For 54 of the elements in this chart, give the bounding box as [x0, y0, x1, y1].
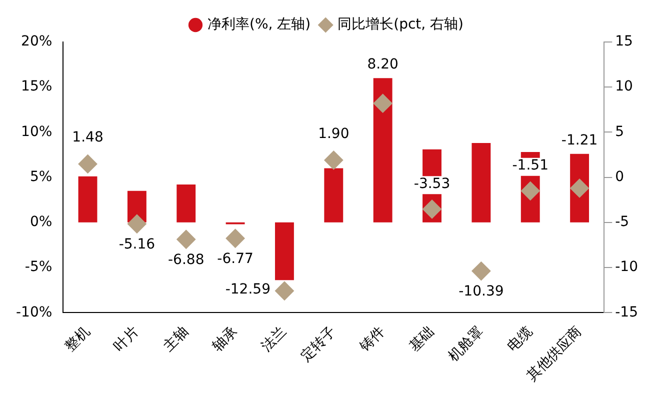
- data-label: 1.90: [318, 126, 350, 142]
- bar: [324, 168, 344, 222]
- data-label: -3.53: [414, 176, 450, 192]
- x-tick-label: 基础: [406, 324, 438, 355]
- point: [78, 154, 98, 174]
- point: [373, 94, 392, 113]
- point: [422, 200, 442, 219]
- data-label: -10.39: [458, 284, 504, 300]
- data-label: -1.51: [512, 158, 548, 174]
- x-tick-label: 机舱罩: [446, 324, 487, 365]
- y-tick-label: 15%: [21, 78, 52, 95]
- data-label: 8.20: [367, 56, 398, 73]
- x-tick-label: 电缆: [504, 324, 536, 355]
- y2-tick-label: 0: [615, 168, 624, 185]
- x-tick-label: 主轴: [160, 324, 192, 355]
- x-tick-label: 铸件: [356, 324, 388, 356]
- x-tick-label: 法兰: [258, 324, 290, 355]
- x-tick-label: 定转子: [298, 324, 340, 365]
- point: [472, 262, 491, 281]
- y-tick-label: 0%: [30, 214, 52, 230]
- y2-tick-label: -5: [615, 214, 630, 230]
- y-tick-label: -5%: [24, 259, 52, 276]
- y-tick-label: 5%: [30, 168, 52, 185]
- data-label: -6.77: [217, 251, 254, 268]
- bar: [275, 222, 294, 280]
- legend-label: 净利率(%, 左轴): [207, 16, 311, 33]
- point: [570, 178, 590, 198]
- y2-tick-label: -10: [615, 259, 638, 276]
- x-tick-label: 整机: [62, 324, 94, 355]
- y2-tick-label: -15: [615, 304, 638, 320]
- y-tick-label: -10%: [16, 304, 52, 320]
- y2-tick-label: 5: [615, 124, 624, 140]
- y-tick-label: 10%: [21, 124, 52, 140]
- point: [176, 230, 196, 249]
- data-label: -12.59: [225, 282, 270, 298]
- point: [127, 214, 146, 234]
- y-tick-label: 20%: [21, 34, 52, 50]
- y2-tick-label: 15: [615, 34, 633, 50]
- point: [274, 281, 294, 300]
- data-label: -5.16: [118, 236, 156, 252]
- data-label: 1.48: [72, 130, 104, 146]
- bar: [472, 143, 491, 222]
- legend-label: 同比增长(pct, 右轴): [338, 16, 464, 33]
- bar: [78, 176, 98, 222]
- bar: [373, 78, 392, 222]
- point: [324, 150, 344, 170]
- x-tick-label: 轴承: [210, 324, 241, 355]
- bar: [176, 184, 196, 222]
- point: [226, 228, 245, 248]
- point: [520, 181, 540, 200]
- data-label: -1.21: [561, 132, 598, 148]
- data-label: -6.88: [168, 252, 204, 268]
- x-tick-label: 叶片: [111, 324, 142, 355]
- y2-tick-label: 10: [615, 78, 633, 95]
